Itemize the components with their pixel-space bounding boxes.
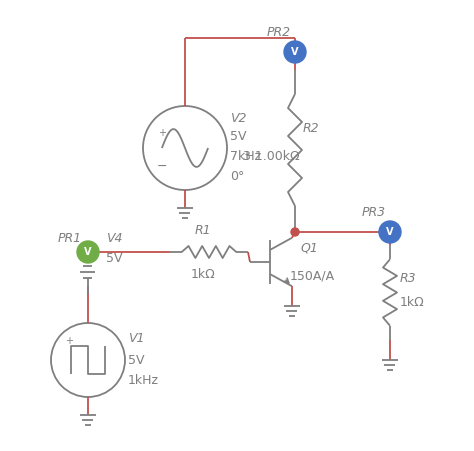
Circle shape — [291, 228, 299, 236]
Text: −: − — [156, 161, 167, 173]
Text: V4: V4 — [106, 231, 122, 244]
Text: R1: R1 — [195, 224, 211, 236]
Text: 1kΩ: 1kΩ — [191, 267, 216, 281]
Text: Q1: Q1 — [300, 241, 318, 254]
Text: V: V — [291, 47, 299, 57]
Text: R2: R2 — [303, 121, 319, 134]
Text: V: V — [84, 247, 92, 257]
Text: 7kHz: 7kHz — [230, 149, 261, 162]
Text: PR3: PR3 — [362, 206, 386, 218]
Text: 0°: 0° — [230, 170, 245, 183]
Text: R3: R3 — [400, 272, 417, 285]
Text: V: V — [386, 227, 394, 237]
Text: V1: V1 — [128, 331, 145, 345]
Text: 1kHz: 1kHz — [128, 373, 159, 387]
Text: V2: V2 — [230, 111, 246, 124]
Text: 1kΩ: 1kΩ — [400, 296, 425, 309]
Circle shape — [77, 241, 99, 263]
Text: PR1: PR1 — [58, 231, 82, 244]
Text: 3 1.00kΩ: 3 1.00kΩ — [243, 149, 300, 162]
Text: 150A/A: 150A/A — [290, 270, 335, 282]
Text: +: + — [158, 128, 166, 138]
Text: PR2: PR2 — [267, 26, 291, 38]
Text: 5V: 5V — [128, 354, 145, 367]
Circle shape — [284, 41, 306, 63]
Text: 5V: 5V — [230, 129, 246, 143]
Text: 5V: 5V — [106, 252, 122, 264]
Text: +: + — [65, 336, 73, 346]
Circle shape — [379, 221, 401, 243]
